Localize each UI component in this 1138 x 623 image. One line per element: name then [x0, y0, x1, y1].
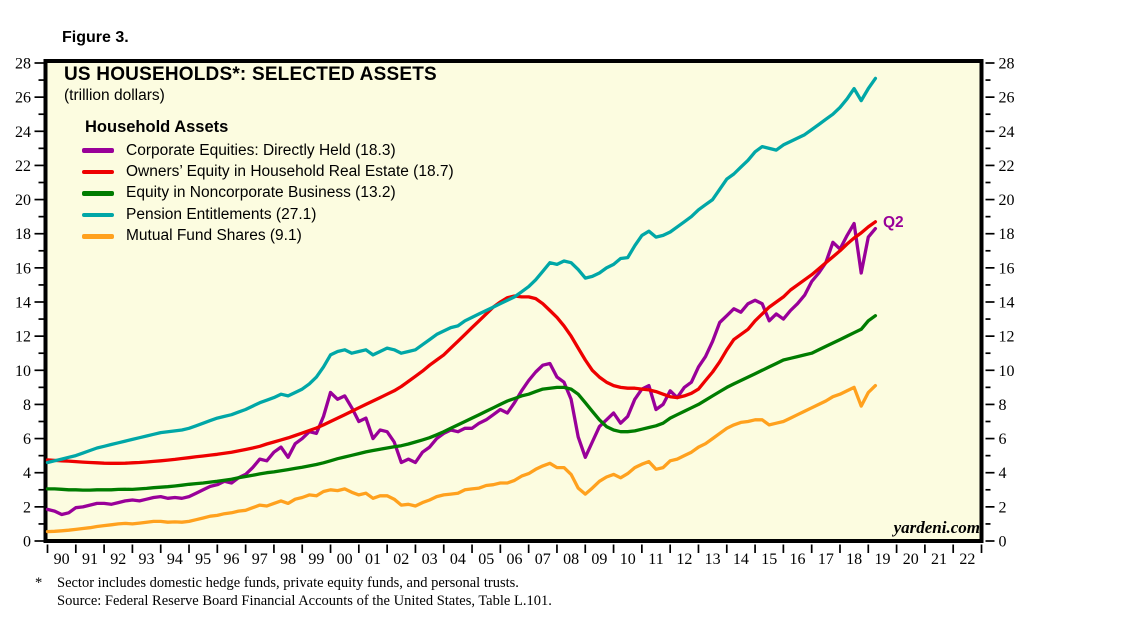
x-axis-label: 16 [790, 551, 806, 568]
y-axis-label-left: 4 [23, 465, 31, 482]
y-axis-label-right: 18 [999, 226, 1015, 243]
x-axis-label: 01 [365, 551, 381, 568]
x-axis-label: 10 [620, 551, 636, 568]
y-axis-label-left: 20 [15, 192, 31, 209]
line-corporate-equities-directly-held [45, 221, 878, 517]
y-axis-label-left: 6 [23, 431, 31, 448]
x-axis-label: 09 [591, 551, 607, 568]
plot-frame [43, 59, 984, 543]
y-axis-label-right: 28 [999, 56, 1015, 73]
y-axis-label-right: 20 [999, 192, 1015, 209]
y-axis-label-right: 12 [999, 329, 1015, 346]
line-mutual-fund-shares [45, 383, 878, 534]
y-axis-label-right: 4 [999, 465, 1007, 482]
legend-swatch-corporate-equities-directly-held [82, 148, 114, 153]
y-axis-label-left: 26 [15, 90, 31, 107]
x-axis-label: 97 [252, 551, 268, 568]
legend: Corporate Equities: Directly Held (18.3)… [82, 140, 454, 247]
legend-label-corporate-equities-directly-held: Corporate Equities: Directly Held (18.3) [126, 141, 396, 159]
x-axis-label: 06 [507, 551, 523, 568]
y-axis-label-right: 2 [999, 499, 1007, 516]
line-pension-entitlements [45, 76, 878, 465]
legend-label-mutual-fund-shares: Mutual Fund Shares (9.1) [126, 227, 302, 245]
x-axis-label: 19 [874, 551, 890, 568]
line-owners-equity-household-real-estate [45, 220, 878, 465]
y-axis-label-right: 10 [999, 363, 1015, 380]
y-axis-label-left: 8 [23, 397, 31, 414]
legend-label-equity-in-noncorporate-business: Equity in Noncorporate Business (13.2) [126, 184, 396, 202]
footnote-line2: Source: Federal Reserve Board Financial … [57, 592, 552, 609]
x-axis-label: 92 [110, 551, 126, 568]
y-axis-label-left: 22 [15, 158, 31, 175]
x-axis-label: 98 [280, 551, 296, 568]
chart-title: US HOUSEHOLDS*: SELECTED ASSETS [64, 64, 437, 85]
footnote: * Sector includes domestic hedge funds, … [35, 575, 552, 610]
x-axis-label: 03 [422, 551, 438, 568]
legend-row-pension-entitlements: Pension Entitlements (27.1) [82, 204, 454, 225]
x-axis-label: 02 [393, 551, 409, 568]
y-axis-label-left: 18 [15, 226, 31, 243]
x-axis-label: 93 [139, 551, 155, 568]
y-axis-label-left: 16 [15, 260, 31, 277]
legend-row-owners-equity-household-real-estate: Owners’ Equity in Household Real Estate … [82, 161, 454, 182]
q2-annotation: Q2 [883, 214, 904, 231]
x-axis-label: 04 [450, 551, 466, 568]
legend-label-pension-entitlements: Pension Entitlements (27.1) [126, 205, 317, 223]
y-axis-label-right: 8 [999, 397, 1007, 414]
y-axis-label-right: 6 [999, 431, 1007, 448]
x-axis-label: 95 [195, 551, 211, 568]
x-axis-label: 96 [223, 551, 239, 568]
y-axis-label-right: 16 [999, 260, 1015, 277]
x-axis-label: 99 [308, 551, 324, 568]
x-axis-label: 15 [761, 551, 777, 568]
legend-swatch-mutual-fund-shares [82, 233, 114, 239]
y-axis-label-left: 10 [15, 363, 31, 380]
y-axis-label-right: 0 [999, 534, 1007, 551]
y-axis-label-left: 28 [15, 56, 31, 73]
x-axis-label: 18 [846, 551, 862, 568]
x-axis-label: 13 [705, 551, 721, 568]
chart-subtitle: (trillion dollars) [64, 87, 165, 104]
legend-row-equity-in-noncorporate-business: Equity in Noncorporate Business (13.2) [82, 183, 454, 204]
y-axis-label-left: 2 [23, 499, 31, 516]
y-axis-label-left: 12 [15, 329, 31, 346]
watermark: yardeni.com [893, 518, 980, 537]
footnote-line1: Sector includes domestic hedge funds, pr… [57, 575, 519, 591]
x-axis-label: 90 [54, 551, 70, 568]
x-axis-label: 91 [82, 551, 98, 568]
y-axis-label-right: 24 [999, 124, 1015, 141]
y-axis-label-right: 14 [999, 295, 1015, 312]
x-axis-label: 14 [733, 551, 749, 568]
legend-row-corporate-equities-directly-held: Corporate Equities: Directly Held (18.3) [82, 140, 454, 161]
x-axis-label: 94 [167, 551, 183, 568]
line-equity-in-noncorporate-business [45, 314, 878, 492]
legend-label-owners-equity-household-real-estate: Owners’ Equity in Household Real Estate … [126, 163, 454, 181]
y-axis-label-right: 22 [999, 158, 1015, 175]
x-axis-label: 11 [648, 551, 663, 568]
x-axis-label: 05 [478, 551, 494, 568]
legend-swatch-equity-in-noncorporate-business [82, 191, 114, 196]
legend-row-mutual-fund-shares: Mutual Fund Shares (9.1) [82, 226, 454, 247]
legend-swatch-pension-entitlements [82, 212, 114, 218]
x-axis-label: 22 [959, 551, 975, 568]
x-axis-label: 20 [903, 551, 919, 568]
footnote-marker: * [35, 575, 43, 591]
x-axis-label: 00 [337, 551, 353, 568]
figure-label: Figure 3. [62, 29, 129, 46]
y-axis-label-left: 0 [23, 534, 31, 551]
x-axis-label: 08 [563, 551, 579, 568]
x-axis-label: 07 [535, 551, 551, 568]
x-axis-label: 12 [676, 551, 692, 568]
x-axis-label: 21 [931, 551, 947, 568]
y-axis-label-left: 24 [15, 124, 31, 141]
y-axis-label-right: 26 [999, 90, 1015, 107]
y-axis-label-left: 14 [15, 295, 31, 312]
x-axis-label: 17 [818, 551, 834, 568]
legend-swatch-owners-equity-household-real-estate [82, 169, 114, 175]
legend-title: Household Assets [85, 118, 229, 136]
